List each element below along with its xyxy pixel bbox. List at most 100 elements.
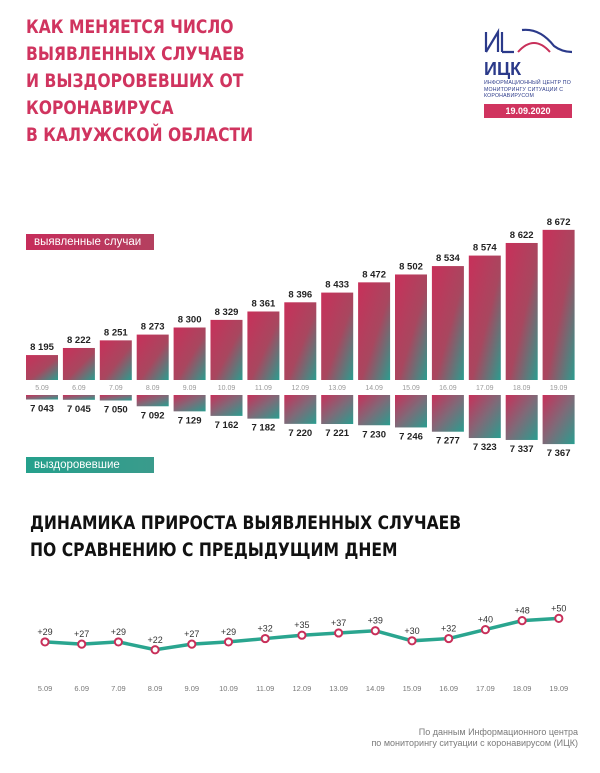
date-label: 8.09 (146, 385, 160, 392)
recovered-value-label: 7 129 (178, 415, 202, 426)
cases-bar (284, 302, 317, 380)
recovered-bar (62, 395, 95, 400)
cases-value-label: 8 195 (30, 342, 54, 353)
recovered-value-label: 7 221 (325, 428, 349, 439)
cases-bar (247, 311, 280, 380)
cases-bar (62, 347, 95, 380)
cases-value-label: 8 502 (399, 261, 423, 272)
recovered-bar (99, 395, 132, 401)
logo-caption: ИНФОРМАЦИОННЫЙ ЦЕНТР ПО МОНИТОРИНГУ СИТУ… (484, 80, 571, 99)
date-label: 13.09 (328, 385, 346, 392)
cases-value-label: 8 622 (510, 230, 534, 241)
recovered-value-label: 7 162 (215, 420, 239, 431)
cases-bar (505, 242, 538, 380)
recovered-bar (173, 395, 206, 412)
page-title: КАК МЕНЯЕТСЯ ЧИСЛО ВЫЯВЛЕННЫХ СЛУЧАЕВ И … (26, 16, 254, 146)
cases-bar (210, 319, 243, 380)
report-date: 19.09.2020 (484, 103, 572, 118)
growth-point (554, 613, 564, 623)
date-label: 15.09 (403, 684, 422, 693)
date-label: 18.09 (513, 385, 531, 392)
cases-value-label: 8 222 (67, 335, 91, 346)
date-label: 16.09 (439, 684, 458, 693)
date-label: 13.09 (329, 684, 348, 693)
growth-point (150, 645, 160, 655)
growth-value-label: +40 (478, 615, 493, 625)
growth-value-label: +30 (404, 626, 419, 636)
cases-value-label: 8 361 (252, 298, 276, 309)
recovered-bar (358, 395, 391, 426)
growth-value-label: +50 (551, 603, 566, 613)
date-label: 17.09 (476, 385, 494, 392)
logo-name: ИЦК (484, 59, 522, 79)
date-label: 16.09 (439, 385, 457, 392)
growth-point (334, 628, 344, 638)
date-label: 12.09 (293, 684, 312, 693)
growth-point (187, 639, 197, 649)
line-chart-title: ДИНАМИКА ПРИРОСТА ВЫЯВЛЕННЫХ СЛУЧАЕВ ПО … (30, 512, 462, 561)
date-label: 18.09 (513, 684, 532, 693)
growth-point (444, 633, 454, 644)
recovered-value-label: 7 043 (30, 404, 54, 415)
growth-value-label: +22 (147, 635, 162, 645)
recovered-value-label: 7 337 (510, 444, 534, 455)
cases-value-label: 8 251 (104, 327, 128, 338)
recovered-bar (505, 395, 538, 440)
logo-mark-icon (484, 28, 573, 54)
date-label: 14.09 (365, 385, 383, 392)
date-label: 5.09 (38, 684, 53, 693)
recovered-series-label: выздоровевшие (26, 457, 154, 473)
recovered-value-label: 7 323 (473, 442, 497, 453)
line-chart: +29 +27 +29 +22 +27 +29 +32 +35 +37 +39 +30 +32 +40 +… (37, 603, 568, 693)
growth-point (297, 630, 307, 640)
recovered-value-label: 7 367 (547, 448, 571, 459)
date-label: 9.09 (184, 684, 199, 693)
growth-value-label: +27 (74, 629, 89, 639)
cases-value-label: 8 329 (215, 307, 239, 318)
date-label: 14.09 (366, 684, 385, 693)
recovered-bar (210, 395, 243, 416)
cases-value-label: 8 672 (547, 217, 571, 228)
date-label: 7.09 (111, 684, 126, 693)
recovered-value-label: 7 092 (141, 410, 165, 421)
growth-value-label: +32 (258, 624, 273, 634)
recovered-value-label: 7 230 (362, 429, 386, 440)
growth-point (407, 636, 417, 646)
cases-bar (173, 327, 206, 380)
growth-value-label: +29 (111, 627, 126, 637)
recovered-value-label: 7 045 (67, 404, 91, 415)
recovered-value-label: 7 050 (104, 405, 128, 416)
cases-bar (358, 282, 391, 380)
cases-bar (321, 292, 354, 380)
date-label: 6.09 (74, 684, 89, 693)
source-footnote: По данным Информационного центра по мони… (371, 727, 578, 748)
date-label: 10.09 (218, 385, 236, 392)
growth-point (260, 633, 270, 644)
growth-point (77, 639, 87, 649)
date-label: 19.09 (550, 385, 568, 392)
growth-point (113, 637, 124, 647)
growth-value-label: +29 (221, 627, 236, 637)
date-label: 5.09 (35, 385, 49, 392)
cases-value-label: 8 396 (288, 289, 312, 300)
recovered-bar (321, 395, 354, 425)
growth-point (480, 625, 490, 635)
logo: ИЦК ИНФОРМАЦИОННЫЙ ЦЕНТР ПО МОНИТОРИНГУ … (484, 26, 580, 118)
cases-series-label: выявленные случаи (26, 234, 154, 250)
date-label: 6.09 (72, 385, 86, 392)
growth-point (517, 616, 527, 626)
growth-value-label: +35 (294, 620, 309, 630)
cases-bar (26, 355, 58, 380)
recovered-value-label: 7 220 (288, 428, 312, 439)
date-label: 19.09 (549, 684, 568, 693)
date-label: 11.09 (255, 385, 272, 392)
cases-value-label: 8 273 (141, 322, 165, 333)
cases-bar (395, 274, 427, 380)
cases-value-label: 8 472 (362, 269, 386, 280)
recovered-bar (468, 395, 501, 439)
recovered-bar (247, 395, 280, 419)
cases-bar (468, 255, 501, 380)
growth-value-label: +27 (184, 629, 199, 639)
recovered-value-label: 7 182 (252, 423, 276, 434)
date-label: 17.09 (476, 684, 495, 693)
